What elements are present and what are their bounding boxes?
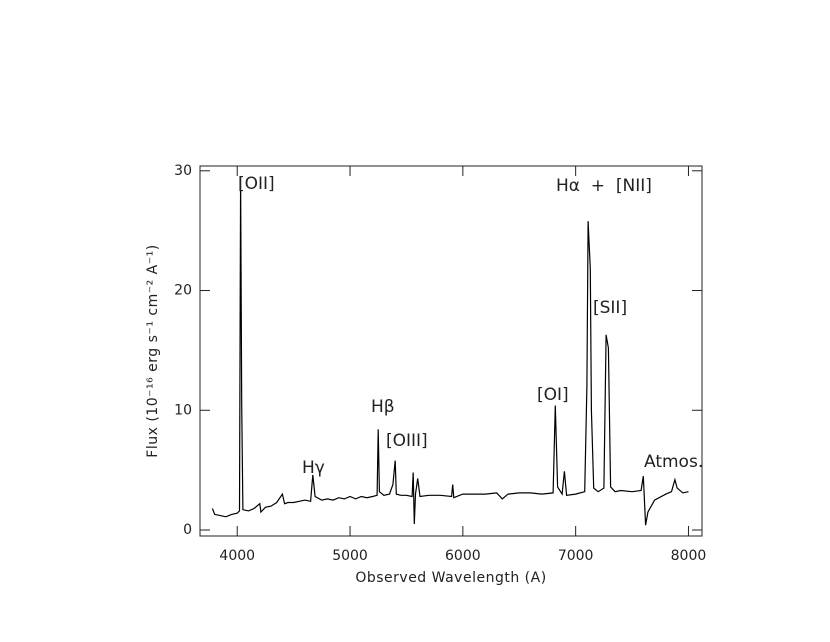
x-tick-label: 6000 <box>445 548 481 564</box>
x-axis-label: Observed Wavelength (A) <box>355 570 546 586</box>
line-annotation: [OII] <box>238 174 275 194</box>
spectrum-line <box>211 176 689 526</box>
line-annotation: Hβ <box>371 397 395 417</box>
x-tick-label: 4000 <box>219 548 255 564</box>
x-tick-label: 5000 <box>332 548 368 564</box>
plot-frame <box>199 165 703 537</box>
y-tick-label: 0 <box>183 522 192 538</box>
line-annotation: [OI] <box>537 385 569 405</box>
x-tick-label: 8000 <box>671 548 707 564</box>
line-annotation: Hγ <box>302 458 325 478</box>
line-annotation: [SII] <box>593 298 627 318</box>
y-tick-label: 30 <box>174 163 192 179</box>
y-tick-label: 10 <box>174 402 192 418</box>
line-annotation: Hα + [NII] <box>556 176 652 196</box>
line-annotation: [OIII] <box>386 431 428 451</box>
line-annotation: Atmos. <box>644 452 703 472</box>
y-axis-label: Flux (10⁻¹⁶ erg s⁻¹ cm⁻² A⁻¹) <box>145 244 161 457</box>
x-tick-label: 7000 <box>558 548 594 564</box>
y-tick-label: 20 <box>174 283 192 299</box>
